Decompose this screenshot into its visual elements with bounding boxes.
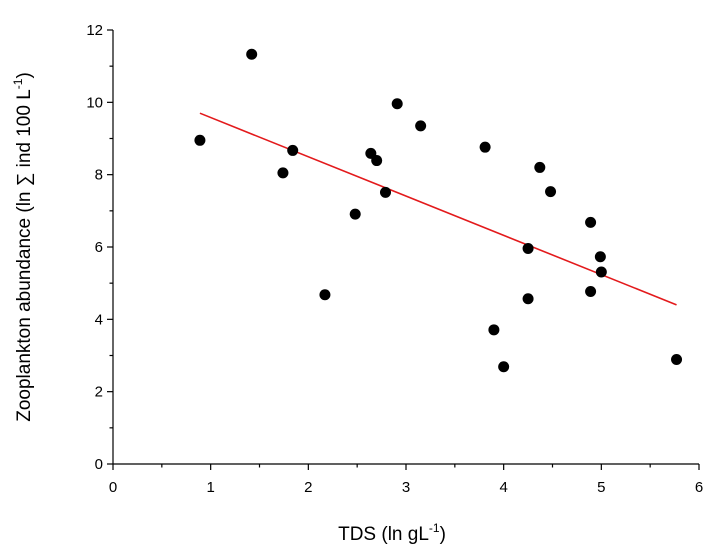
data-point xyxy=(595,266,607,278)
x-tick-label: 4 xyxy=(499,479,507,496)
data-point xyxy=(522,242,534,254)
y-tick-label: 10 xyxy=(86,94,103,111)
x-tick-label: 5 xyxy=(597,479,605,496)
data-point xyxy=(277,167,289,179)
y-tick-label: 0 xyxy=(95,456,103,473)
y-ticks: 0 2 4 6 8 10 12 xyxy=(86,22,113,473)
data-point xyxy=(415,120,427,132)
data-point xyxy=(488,324,500,336)
x-tick-label: 3 xyxy=(402,479,410,496)
data-point xyxy=(522,293,534,305)
data-point xyxy=(594,251,606,263)
data-point xyxy=(671,353,683,365)
data-point xyxy=(371,155,383,167)
y-tick-label: 12 xyxy=(86,22,103,39)
data-point xyxy=(287,144,299,156)
data-point xyxy=(534,161,546,173)
x-tick-label: 6 xyxy=(695,479,703,496)
x-ticks: 0 1 2 3 4 5 6 xyxy=(109,464,703,496)
x-tick-label: 1 xyxy=(206,479,214,496)
data-point xyxy=(585,216,597,228)
data-point xyxy=(545,186,557,198)
x-axis-title: TDS (ln gL-1) xyxy=(338,521,446,545)
x-tick-label: 0 xyxy=(109,479,117,496)
data-points xyxy=(194,48,683,373)
data-point xyxy=(349,208,361,220)
y-axis-title: Zooplankton abundance (ln ∑ ind 100 L-1) xyxy=(11,72,35,422)
fit-line xyxy=(199,112,677,306)
data-point xyxy=(319,289,331,301)
y-tick-label: 6 xyxy=(95,239,103,256)
data-point xyxy=(391,98,403,110)
data-point xyxy=(479,141,491,153)
y-tick-label: 4 xyxy=(95,311,103,328)
data-point xyxy=(246,48,258,60)
x-tick-label: 2 xyxy=(304,479,312,496)
data-point xyxy=(194,134,206,146)
data-point xyxy=(498,361,510,373)
data-point xyxy=(379,186,391,198)
data-point xyxy=(585,285,597,297)
y-tick-label: 8 xyxy=(95,167,103,184)
y-tick-label: 2 xyxy=(95,384,103,401)
fit-line-group xyxy=(199,112,677,306)
